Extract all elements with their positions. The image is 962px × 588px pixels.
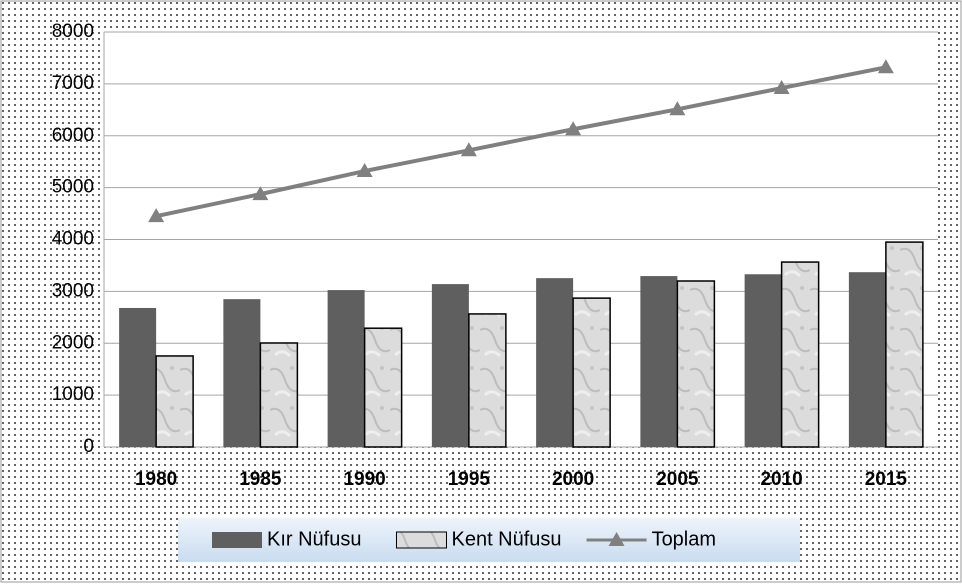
x-tick-label: 1990 (343, 469, 385, 490)
bar (848, 272, 886, 447)
x-tick-label: 2005 (656, 469, 699, 490)
x-tick-label: 1985 (239, 469, 282, 490)
bar (885, 241, 924, 448)
marker (565, 121, 582, 136)
legend-label: Kır Nüfusu (267, 528, 361, 550)
bar (744, 274, 782, 447)
y-tick-label: 5000 (52, 177, 94, 198)
bar (259, 342, 299, 448)
x-tick-label: 1980 (135, 469, 177, 490)
marker (877, 59, 894, 74)
marker (148, 208, 165, 223)
line (155, 65, 887, 219)
legend-swatch (395, 531, 447, 549)
x-tick-label: 1995 (448, 469, 491, 490)
legend-label: Kent Nüfusu (451, 528, 561, 550)
bar (676, 280, 716, 448)
legend-box (178, 518, 800, 562)
marker (669, 101, 686, 116)
x-tick-label: 2015 (865, 469, 908, 490)
y-tick-label: 1000 (52, 384, 94, 405)
legend-label: Toplam (652, 528, 716, 550)
bar (223, 299, 261, 447)
marker (773, 80, 790, 95)
bar (536, 278, 574, 447)
marker (460, 142, 477, 157)
y-tick-label: 3000 (52, 280, 94, 301)
x-tick-label: 2010 (760, 469, 802, 490)
y-tick-label: 0 (83, 436, 94, 457)
y-tick-label: 4000 (52, 229, 94, 250)
y-tick-label: 8000 (52, 21, 94, 42)
bar (780, 261, 820, 448)
x-tick-label: 2000 (552, 469, 594, 490)
bar (640, 276, 678, 447)
bar (431, 284, 469, 447)
bar (155, 355, 194, 448)
marker (356, 163, 373, 178)
bar (119, 307, 157, 447)
y-tick-label: 7000 (52, 73, 94, 94)
bar (327, 290, 365, 447)
y-tick-label: 6000 (52, 125, 94, 146)
legend-swatch (608, 532, 625, 546)
legend-swatch (212, 532, 262, 548)
y-tick-label: 2000 (52, 332, 94, 353)
marker (252, 186, 269, 201)
bar (572, 297, 611, 448)
bar (363, 327, 403, 448)
bar (468, 313, 507, 448)
